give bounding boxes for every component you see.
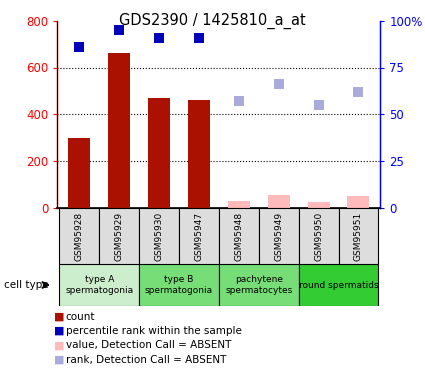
Bar bbox=[108, 54, 130, 208]
Text: percentile rank within the sample: percentile rank within the sample bbox=[66, 326, 242, 336]
Text: ■: ■ bbox=[54, 355, 65, 364]
Text: GSM95951: GSM95951 bbox=[354, 211, 363, 261]
Bar bbox=[299, 264, 378, 306]
Bar bbox=[139, 264, 219, 306]
Text: count: count bbox=[66, 312, 95, 322]
Bar bbox=[299, 208, 338, 264]
Bar bbox=[348, 196, 369, 208]
Bar bbox=[228, 201, 250, 208]
Text: round spermatids: round spermatids bbox=[299, 280, 378, 290]
Bar bbox=[148, 98, 170, 208]
Bar bbox=[308, 202, 329, 208]
Text: GSM95947: GSM95947 bbox=[194, 211, 204, 261]
Text: GSM95928: GSM95928 bbox=[75, 211, 84, 261]
Text: GDS2390 / 1425810_a_at: GDS2390 / 1425810_a_at bbox=[119, 13, 306, 29]
Text: ■: ■ bbox=[54, 326, 65, 336]
Bar bbox=[268, 195, 290, 208]
Text: pachytene
spermatocytes: pachytene spermatocytes bbox=[225, 275, 292, 295]
Text: ■: ■ bbox=[54, 340, 65, 350]
Text: rank, Detection Call = ABSENT: rank, Detection Call = ABSENT bbox=[66, 355, 226, 364]
Text: GSM95950: GSM95950 bbox=[314, 211, 323, 261]
Bar bbox=[188, 100, 210, 208]
Bar bbox=[179, 208, 219, 264]
Bar bbox=[219, 264, 299, 306]
Bar bbox=[68, 138, 90, 208]
Text: GSM95930: GSM95930 bbox=[155, 211, 164, 261]
Text: ■: ■ bbox=[54, 312, 65, 322]
Text: GSM95948: GSM95948 bbox=[234, 211, 244, 261]
Text: cell type: cell type bbox=[4, 280, 49, 290]
Text: type A
spermatogonia: type A spermatogonia bbox=[65, 275, 133, 295]
Bar bbox=[99, 208, 139, 264]
Bar bbox=[338, 208, 378, 264]
Text: value, Detection Call = ABSENT: value, Detection Call = ABSENT bbox=[66, 340, 231, 350]
Bar bbox=[60, 264, 139, 306]
Bar bbox=[259, 208, 299, 264]
Bar bbox=[219, 208, 259, 264]
Bar bbox=[60, 208, 99, 264]
Bar bbox=[139, 208, 179, 264]
Text: GSM95949: GSM95949 bbox=[274, 211, 283, 261]
Text: GSM95929: GSM95929 bbox=[115, 211, 124, 261]
Text: type B
spermatogonia: type B spermatogonia bbox=[145, 275, 213, 295]
